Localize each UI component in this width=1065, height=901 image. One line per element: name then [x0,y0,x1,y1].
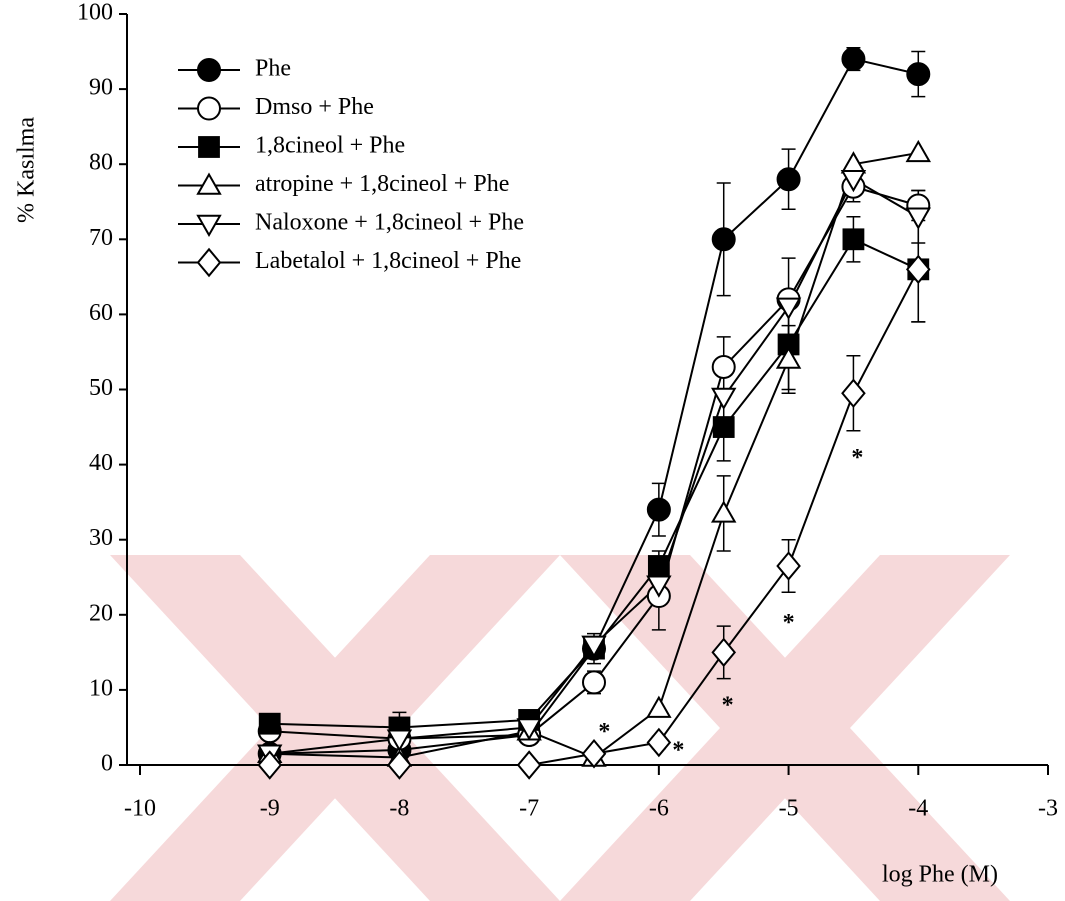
marker [775,297,802,320]
x-tick-label: -10 [124,796,156,822]
legend-marker [196,247,222,278]
y-tick-label: 80 [89,150,113,176]
x-tick-label: -3 [1038,796,1058,822]
legend-marker [196,172,222,195]
marker [646,695,672,718]
marker [516,750,542,780]
marker [581,635,607,658]
watermark-stroke [110,555,560,901]
y-axis-label: % Kasılma [14,117,40,223]
marker [581,738,607,769]
y-tick-label: 20 [89,600,113,626]
legend-marker [197,96,221,121]
legend-label: Dmso + Phe [255,94,374,120]
marker [711,354,736,379]
marker [712,416,735,438]
marker [840,169,867,193]
x-tick-label: -4 [908,796,928,822]
legend-label: atropine + 1,8cineol + Phe [255,171,509,197]
legend-label: Phe [255,56,291,82]
marker [842,228,865,251]
marker [841,378,866,409]
marker [257,750,283,780]
marker [841,47,866,72]
marker [775,346,802,369]
legend-label: Labetalol + 1,8cineol + Phe [255,248,521,274]
annotation: * [672,738,684,764]
y-tick-label: 40 [89,450,113,476]
marker [516,718,542,741]
watermark [110,555,1010,901]
annotation: * [598,719,610,745]
x-tick-label: -9 [260,796,280,822]
y-tick-label: 30 [89,525,113,551]
legend-label: 1,8cineol + Phe [255,133,405,159]
marker [905,207,932,230]
y-tick-label: 70 [89,225,113,251]
marker [905,139,932,163]
legend-label: Naloxone + 1,8cineol + Phe [255,210,524,236]
y-tick-label: 90 [89,75,113,101]
y-tick-label: 100 [77,0,113,26]
x-tick-label: -5 [779,796,799,822]
marker [711,227,736,252]
marker [646,497,671,522]
y-tick-label: 0 [101,751,113,777]
marker [582,670,606,695]
legend-marker [197,58,221,82]
marker [258,712,281,735]
marker [646,575,672,598]
marker [906,62,931,87]
marker [776,551,801,581]
legend-marker [196,214,222,238]
x-axis-label: log Phe (M) [882,862,998,888]
watermark-stroke [560,555,1010,901]
x-tick-label: -6 [649,796,669,822]
y-tick-label: 50 [89,375,113,401]
y-tick-label: 60 [89,300,113,326]
annotation: * [722,693,734,719]
annotation: * [851,445,863,471]
marker [646,727,672,758]
marker [776,167,801,192]
legend-marker [198,136,220,158]
x-tick-label: -7 [519,796,539,822]
annotation: * [783,610,795,636]
marker [386,729,413,752]
marker [710,387,737,411]
marker [647,555,670,577]
marker [905,254,931,285]
y-tick-label: 10 [89,675,113,701]
marker [710,500,737,523]
marker [387,750,412,780]
marker [711,637,737,668]
x-tick-label: -8 [389,796,409,822]
